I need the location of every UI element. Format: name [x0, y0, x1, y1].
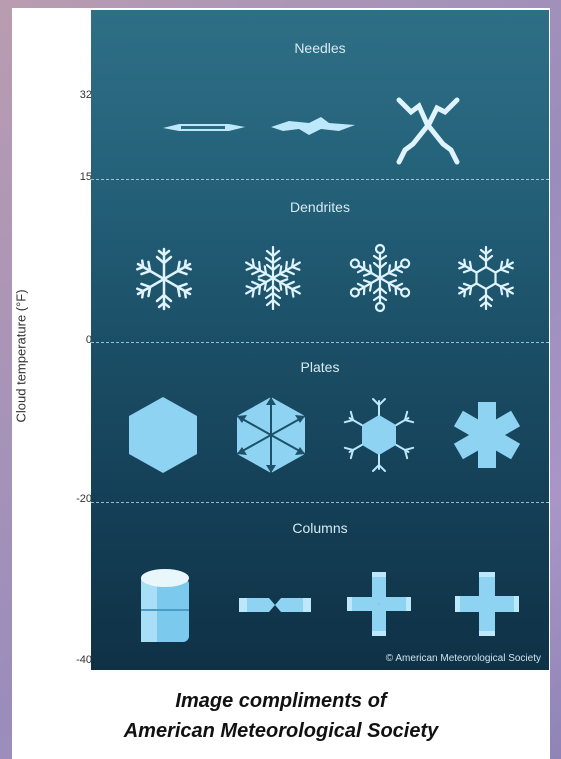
image-caption: Image compliments of American Meteorolog…: [12, 686, 550, 746]
y-tick-label-32: 32: [79, 89, 92, 101]
boundary-line-0: [91, 342, 549, 343]
boundary-line-minus20: [91, 502, 549, 503]
dendrite-hex-center-crystal: [455, 245, 517, 311]
y-tick-label-minus40: -40: [76, 654, 92, 666]
dendrite-ringed-crystal: [347, 243, 413, 313]
needle-long-crystal: [271, 117, 355, 135]
plate-broad-branch-crystal: [453, 402, 521, 468]
figure-card: Cloud temperature (°F) 32 15 0 -20 -40 N…: [12, 8, 550, 759]
zone-title-columns: Columns: [292, 520, 348, 536]
boundary-line-15: [91, 179, 549, 180]
zone-title-plates: Plates: [300, 359, 340, 375]
dendrite-simple-crystal: [133, 247, 195, 311]
needle-short-crystal: [163, 124, 245, 131]
copyright-notice: © American Meteorological Society: [385, 653, 541, 664]
dendrite-fern-crystal: [241, 245, 305, 311]
column-plus-crystal: [455, 572, 519, 636]
y-tick-label-0: 0: [85, 334, 92, 346]
crystal-panel: Needles Dendrites: [91, 10, 549, 670]
y-tick-label-15: 15: [79, 171, 92, 183]
y-tick-label-minus20: -20: [76, 493, 92, 505]
column-cylinder-crystal: [141, 569, 189, 642]
zone-title-needles: Needles: [294, 40, 346, 56]
plate-hexagon-crystal: [129, 397, 197, 473]
zone-title-dendrites: Dendrites: [290, 199, 350, 215]
caption-line-1: Image compliments of: [175, 690, 387, 712]
y-axis-title: Cloud temperature (°F): [13, 289, 29, 423]
plate-stellar-crystal: [343, 398, 415, 472]
column-cross-crystal: [347, 572, 411, 636]
column-capped-crystal: [239, 598, 311, 612]
needle-cross-crystal: [396, 97, 460, 165]
plate-sectored-crystal: [236, 397, 306, 473]
caption-line-2: American Meteorological Society: [123, 720, 439, 742]
